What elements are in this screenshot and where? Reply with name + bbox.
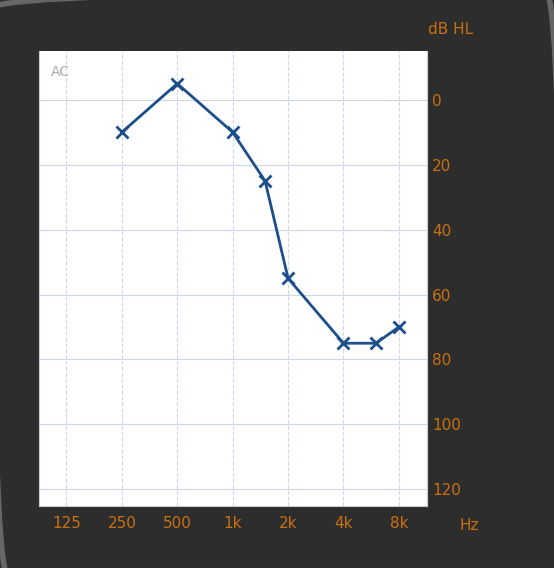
Text: dB HL: dB HL bbox=[428, 23, 473, 37]
Text: AC: AC bbox=[50, 65, 69, 79]
Text: Hz: Hz bbox=[460, 518, 479, 533]
